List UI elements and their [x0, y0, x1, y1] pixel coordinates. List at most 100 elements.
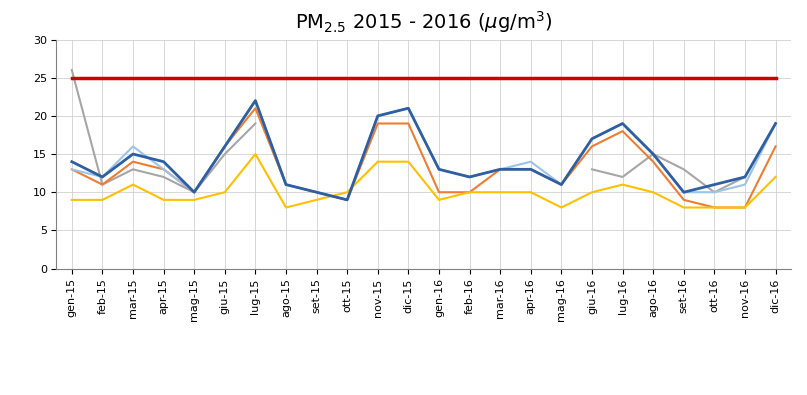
- Via Orsini    (Rete ILVA): [465, 175, 475, 179]
- Via Orsini    (Rete ILVA): [648, 152, 658, 156]
- Via ARCHIMEDE: [465, 190, 475, 195]
- Via ARCHIMEDE: [771, 144, 780, 149]
- Via Orsini    (Rete ILVA): [679, 190, 688, 195]
- Via ARCHIMEDE: [679, 198, 688, 202]
- Via ARCHIMEDE: [587, 144, 597, 149]
- Via Orsini    (Rete ILVA): [495, 167, 505, 172]
- Paolo VI -CISI: [128, 182, 138, 187]
- Valore limite annuo: [771, 75, 780, 80]
- Via Orsini    (Rete ILVA): [190, 190, 199, 195]
- Via MACHIAVELLI: [128, 144, 138, 149]
- Via ARCHIMEDE: [250, 106, 260, 111]
- Paolo VI -CISI: [404, 159, 413, 164]
- Via MACHIAVELLI: [98, 175, 107, 179]
- Paolo VI -CISI: [220, 190, 230, 195]
- Via Orsini    (Rete ILVA): [404, 106, 413, 111]
- Via MACHIAVELLI: [342, 198, 352, 202]
- Via MACHIAVELLI: [67, 167, 77, 172]
- Valore limite annuo: [434, 75, 444, 80]
- Via ARCHIMEDE: [190, 190, 199, 195]
- Paolo VI -CISI: [342, 190, 352, 195]
- Valore limite annuo: [342, 75, 352, 80]
- Valore limite annuo: [679, 75, 688, 80]
- Paolo VI -CISI: [587, 190, 597, 195]
- Valore limite annuo: [373, 75, 383, 80]
- Via ARCHIMEDE: [220, 144, 230, 149]
- Via ALTO ADIGE: [159, 175, 169, 179]
- Paolo VI -CISI: [312, 198, 321, 202]
- Line: Via ALTO ADIGE: Via ALTO ADIGE: [72, 70, 255, 192]
- Paolo VI -CISI: [281, 205, 291, 210]
- Line: Paolo VI -CISI: Paolo VI -CISI: [72, 154, 776, 207]
- Via Orsini    (Rete ILVA): [159, 159, 169, 164]
- Valore limite annuo: [526, 75, 536, 80]
- Via Orsini    (Rete ILVA): [312, 190, 321, 195]
- Valore limite annuo: [709, 75, 719, 80]
- Via ALTO ADIGE: [98, 182, 107, 187]
- Via Orsini    (Rete ILVA): [771, 121, 780, 126]
- Via MACHIAVELLI: [281, 182, 291, 187]
- Via ARCHIMEDE: [342, 198, 352, 202]
- Valore limite annuo: [190, 75, 199, 80]
- Valore limite annuo: [312, 75, 321, 80]
- Via Orsini    (Rete ILVA): [709, 182, 719, 187]
- Paolo VI -CISI: [67, 198, 77, 202]
- Via MACHIAVELLI: [648, 152, 658, 156]
- Paolo VI -CISI: [648, 190, 658, 195]
- Valore limite annuo: [67, 75, 77, 80]
- Line: Via ARCHIMEDE: Via ARCHIMEDE: [72, 108, 776, 207]
- Via ARCHIMEDE: [648, 159, 658, 164]
- Paolo VI -CISI: [98, 198, 107, 202]
- Valore limite annuo: [98, 75, 107, 80]
- Via MACHIAVELLI: [465, 175, 475, 179]
- Line: Via Orsini    (Rete ILVA): Via Orsini (Rete ILVA): [72, 101, 776, 200]
- Via Orsini    (Rete ILVA): [342, 198, 352, 202]
- Paolo VI -CISI: [526, 190, 536, 195]
- Via MACHIAVELLI: [312, 190, 321, 195]
- Valore limite annuo: [587, 75, 597, 80]
- Valore limite annuo: [220, 75, 230, 80]
- Via Orsini    (Rete ILVA): [373, 113, 383, 118]
- Via Orsini    (Rete ILVA): [98, 175, 107, 179]
- Paolo VI -CISI: [771, 175, 780, 179]
- Via ARCHIMEDE: [373, 121, 383, 126]
- Via Orsini    (Rete ILVA): [526, 167, 536, 172]
- Via MACHIAVELLI: [740, 182, 750, 187]
- Valore limite annuo: [404, 75, 413, 80]
- Via MACHIAVELLI: [679, 190, 688, 195]
- Via Orsini    (Rete ILVA): [67, 159, 77, 164]
- Via MACHIAVELLI: [709, 190, 719, 195]
- Paolo VI -CISI: [740, 205, 750, 210]
- Via Orsini    (Rete ILVA): [740, 175, 750, 179]
- Title: PM$_{2.5}$ 2015 - 2016 ($\mu$g/m$^3$): PM$_{2.5}$ 2015 - 2016 ($\mu$g/m$^3$): [295, 9, 553, 35]
- Via Orsini    (Rete ILVA): [128, 152, 138, 156]
- Via Orsini    (Rete ILVA): [617, 121, 627, 126]
- Via Orsini    (Rete ILVA): [250, 98, 260, 103]
- Via ARCHIMEDE: [709, 205, 719, 210]
- Via ARCHIMEDE: [740, 205, 750, 210]
- Via MACHIAVELLI: [771, 121, 780, 126]
- Via ALTO ADIGE: [250, 121, 260, 126]
- Paolo VI -CISI: [465, 190, 475, 195]
- Via MACHIAVELLI: [190, 190, 199, 195]
- Via Orsini    (Rete ILVA): [281, 182, 291, 187]
- Via MACHIAVELLI: [434, 167, 444, 172]
- Via MACHIAVELLI: [250, 98, 260, 103]
- Paolo VI -CISI: [434, 198, 444, 202]
- Via ALTO ADIGE: [128, 167, 138, 172]
- Paolo VI -CISI: [250, 152, 260, 156]
- Paolo VI -CISI: [617, 182, 627, 187]
- Paolo VI -CISI: [557, 205, 567, 210]
- Via Orsini    (Rete ILVA): [587, 136, 597, 141]
- Via ARCHIMEDE: [128, 159, 138, 164]
- Via ARCHIMEDE: [159, 167, 169, 172]
- Valore limite annuo: [740, 75, 750, 80]
- Via MACHIAVELLI: [557, 182, 567, 187]
- Via MACHIAVELLI: [495, 167, 505, 172]
- Via ARCHIMEDE: [281, 182, 291, 187]
- Valore limite annuo: [281, 75, 291, 80]
- Via Orsini    (Rete ILVA): [557, 182, 567, 187]
- Paolo VI -CISI: [373, 159, 383, 164]
- Paolo VI -CISI: [190, 198, 199, 202]
- Via ALTO ADIGE: [220, 152, 230, 156]
